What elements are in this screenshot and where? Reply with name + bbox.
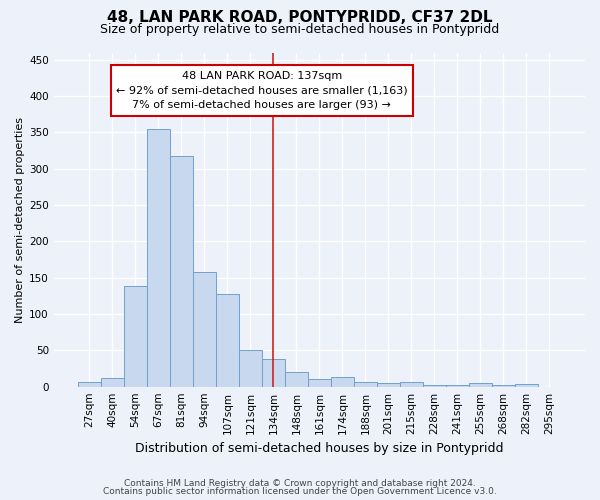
Text: 48 LAN PARK ROAD: 137sqm
← 92% of semi-detached houses are smaller (1,163)
7% of: 48 LAN PARK ROAD: 137sqm ← 92% of semi-d… xyxy=(116,70,408,110)
Bar xyxy=(308,380,331,386)
Bar xyxy=(377,383,400,386)
Text: 48, LAN PARK ROAD, PONTYPRIDD, CF37 2DL: 48, LAN PARK ROAD, PONTYPRIDD, CF37 2DL xyxy=(107,10,493,25)
Text: Size of property relative to semi-detached houses in Pontypridd: Size of property relative to semi-detach… xyxy=(100,22,500,36)
Bar xyxy=(262,359,285,386)
Bar xyxy=(101,378,124,386)
Bar xyxy=(239,350,262,386)
Bar xyxy=(446,385,469,386)
Bar xyxy=(469,383,492,386)
Y-axis label: Number of semi-detached properties: Number of semi-detached properties xyxy=(15,116,25,322)
Bar xyxy=(170,156,193,386)
Bar xyxy=(124,286,147,386)
Bar xyxy=(423,385,446,386)
Bar xyxy=(354,382,377,386)
Bar xyxy=(331,376,354,386)
Bar xyxy=(400,382,423,386)
Text: Contains HM Land Registry data © Crown copyright and database right 2024.: Contains HM Land Registry data © Crown c… xyxy=(124,478,476,488)
Bar xyxy=(147,129,170,386)
Bar xyxy=(515,384,538,386)
Text: Contains public sector information licensed under the Open Government Licence v3: Contains public sector information licen… xyxy=(103,487,497,496)
X-axis label: Distribution of semi-detached houses by size in Pontypridd: Distribution of semi-detached houses by … xyxy=(135,442,503,455)
Bar xyxy=(492,385,515,386)
Bar xyxy=(193,272,216,386)
Bar xyxy=(285,372,308,386)
Bar xyxy=(216,294,239,386)
Bar xyxy=(78,382,101,386)
